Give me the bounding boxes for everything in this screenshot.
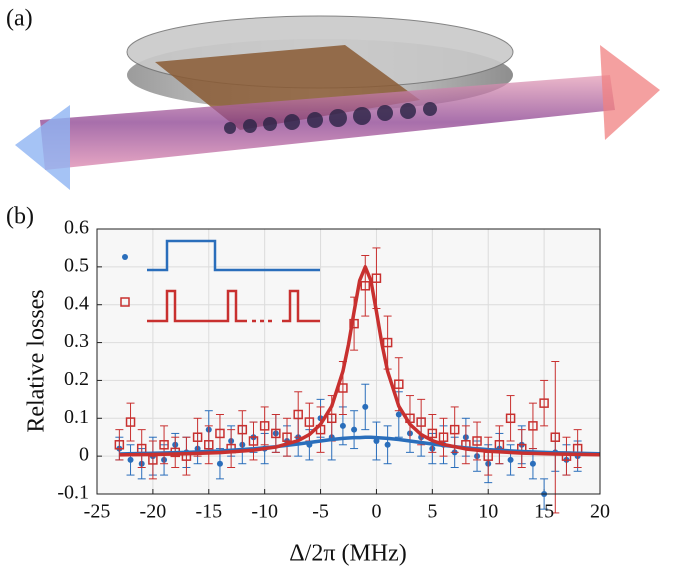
y-tick-label: -0.1 [57,482,89,504]
point [282,432,292,442]
x-tick-label: 10 [478,501,498,523]
inset-pulse [282,289,320,323]
point [472,436,482,446]
y-tick-label: 0.4 [64,292,89,314]
inset-pulse [147,239,320,272]
x-tick-label: -5 [312,501,329,523]
point [507,456,514,463]
point [248,436,259,446]
y-tick-label: 0.5 [64,254,89,276]
x-tick-label: -15 [195,501,222,523]
point [351,426,358,433]
x-axis-label: Δ/2π (MHz) [289,541,407,567]
x-tick-label: -10 [251,501,278,523]
x-tick-label: 5 [427,501,437,523]
y-tick-label: 0.3 [64,330,89,352]
point [215,428,225,439]
x-tick-label: -20 [140,501,167,523]
point [339,422,346,429]
point [127,456,134,463]
point [362,403,369,410]
point [373,438,380,444]
point [550,432,561,442]
point [394,379,404,389]
point [259,421,270,431]
point [204,440,214,450]
point [326,413,337,424]
point [192,432,203,442]
point [304,417,315,427]
x-tick-label: -25 [84,501,111,523]
y-tick-label: 0.1 [64,406,89,428]
point [114,440,125,450]
point [529,460,536,467]
point [505,413,516,424]
x-tick-label: 15 [534,501,554,523]
panel-label: (b) [6,204,34,230]
point [528,421,538,431]
point [438,432,449,442]
x-tick-label: 20 [590,501,610,523]
data [114,247,601,514]
point [539,398,549,408]
point [382,337,393,348]
point [449,424,460,435]
y-tick-label: 0.6 [64,217,89,239]
point [416,417,426,427]
red-arrow [600,45,660,140]
y-tick-label: 0 [79,444,89,466]
point [371,273,382,283]
point [237,424,248,435]
point [125,417,136,427]
panel-label: (a) [6,6,33,32]
illustration [15,15,660,190]
point [159,440,169,450]
point [216,460,223,467]
inset-marker [120,297,130,307]
beam [40,75,615,170]
point [360,281,371,291]
plot-frame [96,228,601,495]
inset-marker [122,254,128,260]
point [271,428,281,439]
inset [120,239,320,323]
inset-pulse [147,289,247,323]
point [395,411,402,418]
atoms [224,102,437,134]
x-tick-label: 0 [371,501,381,523]
blue-arrow [15,105,70,190]
point [293,409,303,420]
point [384,441,391,448]
fit-line [119,265,601,457]
point [427,428,438,439]
y-axis-label: Relative losses [24,289,50,432]
y-tick-label: 0.2 [64,368,89,390]
